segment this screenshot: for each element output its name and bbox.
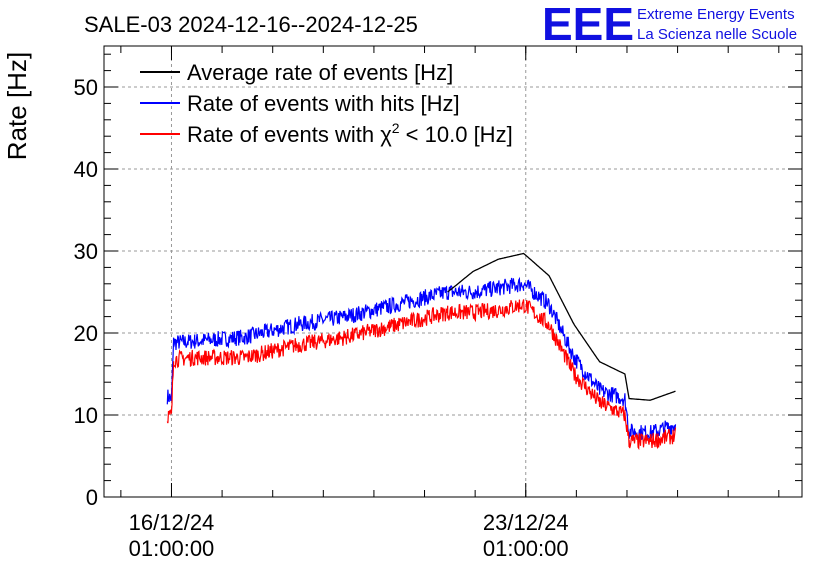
y-tick-label: 30 (74, 239, 98, 264)
logo-line-1: Extreme Energy Events (637, 6, 795, 23)
y-tick-label: 10 (74, 403, 98, 428)
eee-logo: EEE Extreme Energy Events La Scienza nel… (542, 0, 797, 50)
y-axis-label: Rate [Hz] (2, 52, 32, 160)
y-tick-label: 0 (86, 485, 98, 510)
y-tick-label: 20 (74, 321, 98, 346)
logo-line-2: La Scienza nelle Scuole (637, 26, 797, 43)
plot-frame (103, 45, 803, 498)
legend-entry-2: Rate of events with χ2 < 10.0 [Hz] (187, 120, 513, 147)
legend: Average rate of events [Hz] Rate of event… (140, 60, 513, 147)
x-tick-label-time: 01:00:00 (129, 536, 215, 561)
y-tick-label: 50 (74, 75, 98, 100)
chart-title: SALE-03 2024-12-16--2024-12-25 (84, 12, 418, 37)
x-tick-label-date: 23/12/24 (483, 510, 569, 535)
legend-entry-0: Average rate of events [Hz] (187, 60, 453, 85)
legend-entry-1: Rate of events with hits [Hz] (187, 91, 460, 116)
x-tick-label-time: 01:00:00 (483, 536, 569, 561)
x-tick-label-date: 16/12/24 (129, 510, 215, 535)
grid-lines (104, 46, 802, 497)
logo-mark: EEE (542, 0, 634, 50)
series-line-0 (447, 252, 676, 401)
axis-ticks: 0102030405016/12/2401:00:0023/12/2401:00… (74, 46, 802, 561)
series-line-1 (166, 276, 677, 441)
series-lines (166, 252, 677, 451)
y-tick-label: 40 (74, 157, 98, 182)
series-line-2 (166, 299, 677, 451)
